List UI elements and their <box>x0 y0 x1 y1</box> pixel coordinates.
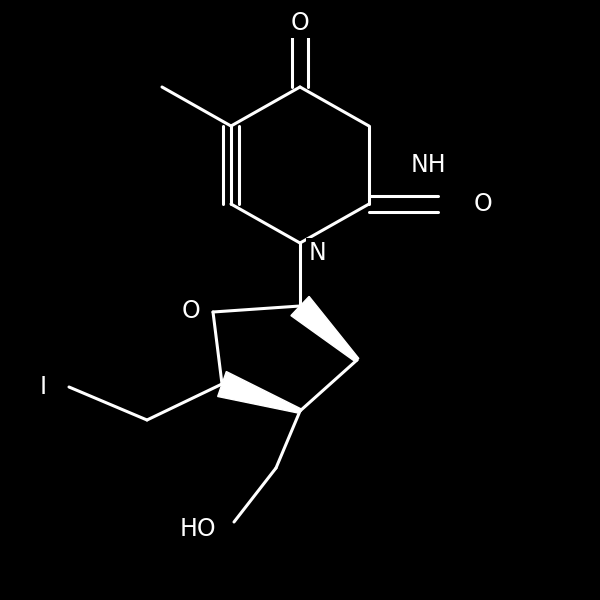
Text: NH: NH <box>411 153 446 177</box>
Text: I: I <box>40 375 47 399</box>
Polygon shape <box>218 371 301 413</box>
Text: N: N <box>309 241 327 265</box>
Text: O: O <box>474 192 493 216</box>
Text: O: O <box>290 11 310 35</box>
Text: O: O <box>181 299 200 323</box>
Polygon shape <box>291 296 359 362</box>
Text: HO: HO <box>179 517 217 541</box>
